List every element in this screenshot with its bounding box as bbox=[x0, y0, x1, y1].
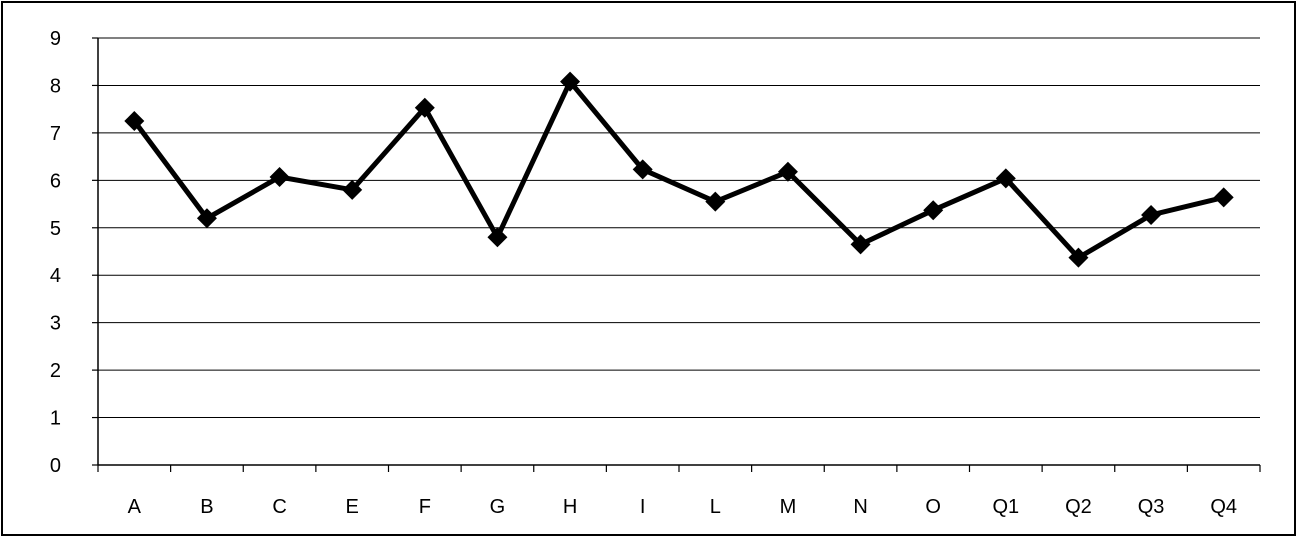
x-tick-label: M bbox=[780, 496, 797, 518]
x-tick-label: G bbox=[490, 496, 506, 518]
y-tick-label: 0 bbox=[50, 455, 61, 477]
data-point-marker bbox=[1068, 247, 1089, 268]
data-point-marker bbox=[995, 168, 1016, 189]
y-tick-label: 4 bbox=[50, 265, 61, 287]
y-tick-label: 5 bbox=[50, 218, 61, 240]
y-tick-labels: 0 1 2 3 4 5 6 7 8 9 bbox=[50, 28, 61, 477]
x-tick-label: C bbox=[272, 496, 286, 518]
data-point-marker bbox=[487, 227, 508, 248]
x-tick-label: H bbox=[563, 496, 577, 518]
x-tick-label: B bbox=[200, 496, 213, 518]
x-tick-label: Q3 bbox=[1138, 496, 1165, 518]
data-point-marker bbox=[342, 179, 363, 200]
data-point-marker bbox=[632, 159, 653, 180]
x-tick-label: E bbox=[346, 496, 359, 518]
x-tick-label: Q4 bbox=[1210, 496, 1237, 518]
series-line bbox=[132, 76, 1225, 261]
y-tick-label: 1 bbox=[50, 408, 61, 430]
gridlines bbox=[92, 37, 1260, 466]
y-tick-label: 7 bbox=[50, 123, 61, 145]
data-point-marker bbox=[1213, 187, 1234, 208]
data-point-marker bbox=[124, 111, 145, 132]
x-tick-labels: A B C E F G H I L M N O Q1 Q2 Q3 Q4 bbox=[97, 465, 1261, 518]
data-point-marker bbox=[923, 200, 944, 221]
y-tick-label: 3 bbox=[50, 313, 61, 335]
y-tick-label: 8 bbox=[50, 75, 61, 97]
y-tick-label: 9 bbox=[50, 28, 61, 50]
data-point-marker bbox=[705, 191, 726, 212]
x-tick-label: Q1 bbox=[992, 496, 1019, 518]
data-point-marker bbox=[414, 97, 435, 118]
x-tick-label: F bbox=[419, 496, 431, 518]
x-tick-label: O bbox=[925, 496, 941, 518]
data-point-marker bbox=[269, 167, 290, 188]
data-point-marker bbox=[196, 208, 217, 229]
x-tick-label: I bbox=[640, 496, 646, 518]
data-point-marker bbox=[560, 71, 581, 92]
x-tick-label: Q2 bbox=[1065, 496, 1092, 518]
x-tick-label: N bbox=[853, 496, 867, 518]
x-tick-label: A bbox=[128, 496, 142, 518]
data-point-marker bbox=[777, 161, 798, 182]
data-point-marker bbox=[1141, 204, 1162, 225]
x-tick-label: L bbox=[710, 496, 721, 518]
y-tick-label: 2 bbox=[50, 360, 61, 382]
series bbox=[124, 71, 1234, 268]
data-point-marker bbox=[850, 234, 871, 255]
y-tick-label: 6 bbox=[50, 170, 61, 192]
